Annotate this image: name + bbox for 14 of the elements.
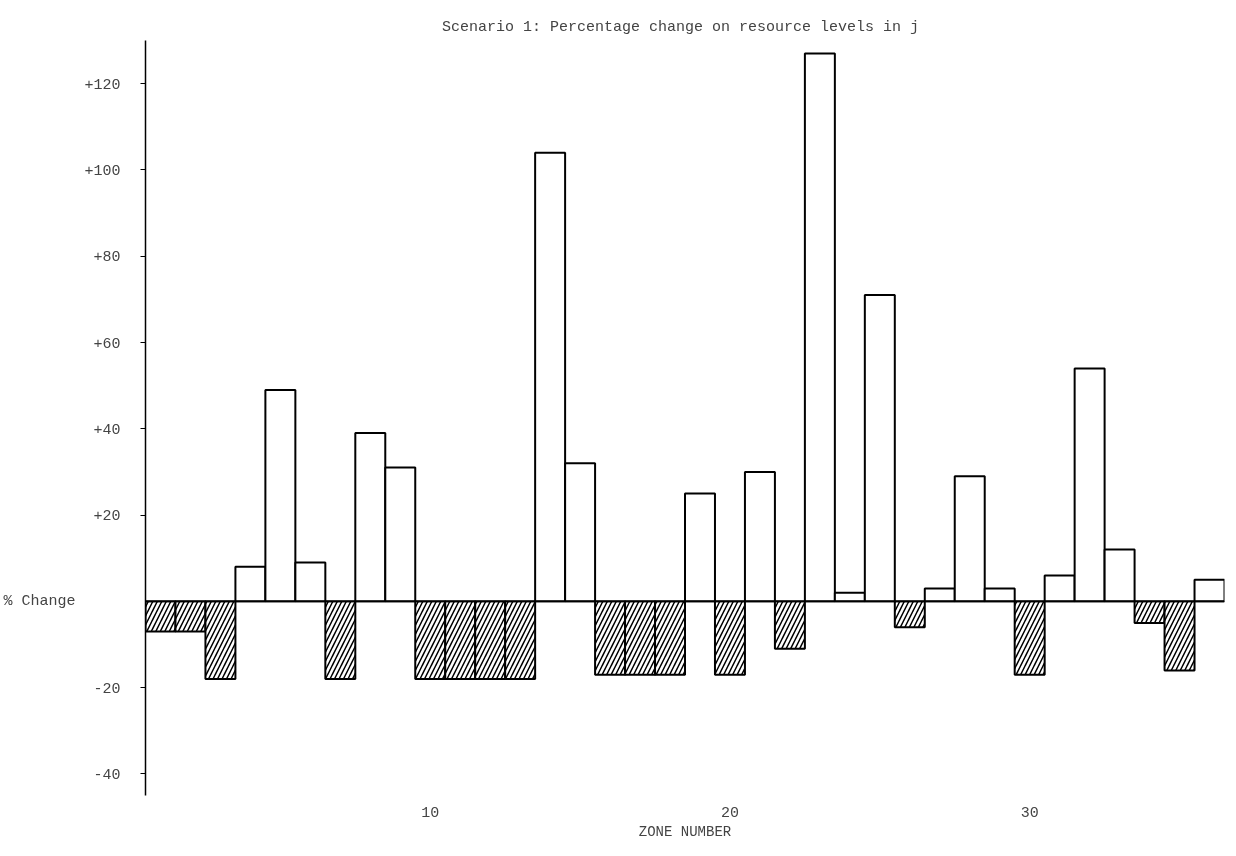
y-tick-label: -40	[93, 766, 121, 784]
y-tick-label: +40	[93, 421, 121, 439]
x-tick-label: 10	[421, 804, 440, 822]
y-tick-label: +60	[93, 335, 121, 353]
y-tick-label: +20	[93, 508, 121, 526]
x-tick-label: 20	[720, 804, 739, 822]
y-tick-label: +100	[84, 162, 121, 180]
y-tick-label: +80	[93, 249, 121, 267]
x-tick-label: 30	[1020, 804, 1039, 822]
chart-title: Scenario 1: Percentage change on resource levels in j	[441, 18, 920, 36]
y-axis-title: % Change	[3, 592, 76, 610]
y-tick-label: -20	[93, 680, 121, 698]
x-axis-title: ZONE NUMBER	[638, 823, 732, 840]
y-tick-label: +120	[84, 76, 121, 94]
